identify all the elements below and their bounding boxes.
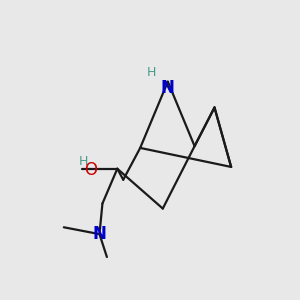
Text: N: N: [92, 225, 106, 243]
Text: O: O: [84, 161, 97, 179]
Text: N: N: [161, 79, 175, 97]
Text: H: H: [147, 66, 156, 79]
Text: H: H: [78, 155, 88, 168]
